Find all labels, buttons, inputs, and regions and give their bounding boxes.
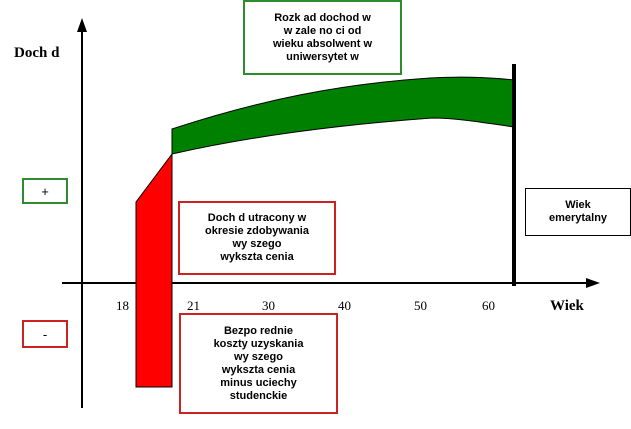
x-tick-label: 30 <box>262 298 275 313</box>
y-axis-arrow <box>77 18 87 32</box>
red-cost-region <box>135 152 173 388</box>
direct-costs-box: Bezpo rednie koszty uzyskania wy szego w… <box>179 313 338 414</box>
x-tick-label: 18 <box>116 298 129 313</box>
x-tick-label: 40 <box>338 298 351 313</box>
x-axis-arrow <box>586 278 600 288</box>
retirement-box: Wiek emerytalny <box>525 188 631 236</box>
x-tick-label: 21 <box>187 298 200 313</box>
income-lost-box: Doch d utracony w okresie zdobywania wy … <box>178 201 336 275</box>
minus-box: - <box>22 320 68 348</box>
plus-box: + <box>22 178 68 204</box>
green-income-band <box>171 76 515 155</box>
x-tick-label: 60 <box>482 298 495 313</box>
x-axis-label: Wiek <box>550 298 584 314</box>
title-box: Rozk ad dochod w w zale no ci od wieku a… <box>243 0 402 75</box>
y-axis-label: Doch d <box>14 45 60 61</box>
x-tick-label: 50 <box>414 298 427 313</box>
